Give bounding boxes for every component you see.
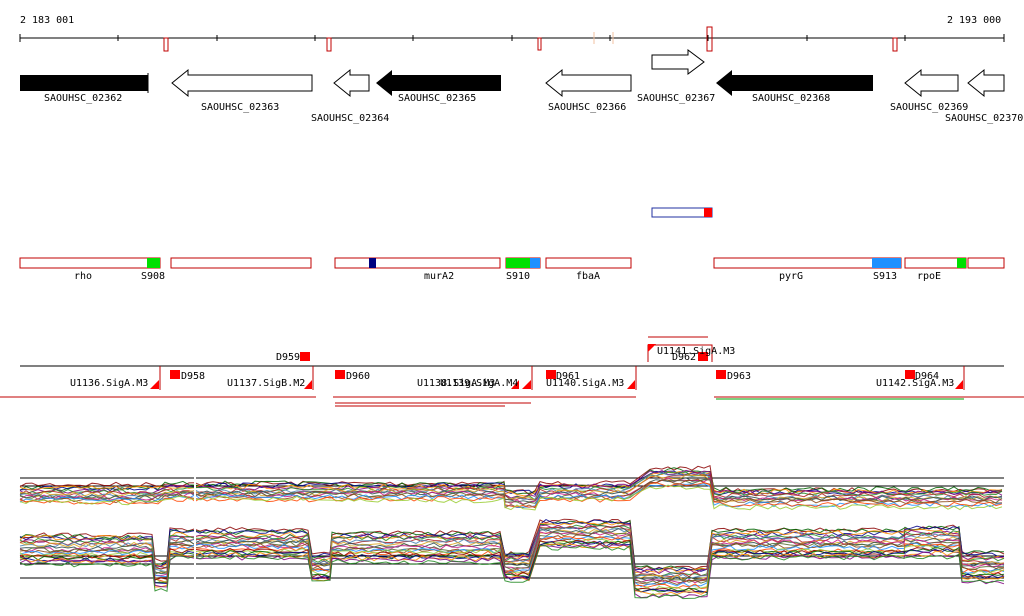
expression-profile-line	[19, 530, 1005, 585]
downshift-label: D958	[181, 371, 205, 382]
gene-label: SAOUHSC_02366	[548, 102, 626, 113]
expression-profile-line	[19, 469, 1003, 499]
unit-label: U1138.SigA.M3	[417, 378, 495, 389]
unit-label: U1136.SigA.M3	[70, 378, 148, 389]
unit-label: U1139.SigA.M4	[440, 378, 518, 389]
expression-profile-line	[19, 467, 1003, 495]
end-coordinate: 2 193 000	[947, 15, 1001, 26]
expression-profile-line	[19, 481, 1003, 508]
gene-arrow[interactable]: SAOUHSC_02370	[945, 68, 1023, 124]
operon-gene-label: fbaA	[576, 271, 600, 282]
operon-track: rho S908 murA2 S910 fbaA pyrG S913 rpoE	[19, 257, 1005, 282]
gene-label: SAOUHSC_02363	[201, 102, 279, 113]
unit-label: U1140.SigA.M3	[546, 378, 624, 389]
gene-arrow[interactable]: SAOUHSC_02367	[637, 49, 715, 104]
unit-label: U1142.SigA.M3	[876, 378, 954, 389]
gene-label: SAOUHSC_02368	[752, 93, 830, 104]
downshift-label: D960	[346, 371, 370, 382]
segment-label: S908	[141, 271, 165, 282]
downshift-label: D962	[672, 352, 696, 363]
gene-arrow[interactable]: SAOUHSC_02369	[890, 68, 968, 113]
gene-label: SAOUHSC_02369	[890, 102, 968, 113]
gene-label: SAOUHSC_02365	[398, 93, 476, 104]
operon-gene-label: murA2	[424, 271, 454, 282]
gene-arrow[interactable]: SAOUHSC_02363	[171, 68, 313, 113]
downshift-label: D959	[276, 352, 300, 363]
expression-profile-line	[19, 484, 1003, 511]
downshift-label: D964	[915, 371, 939, 382]
downshift-label: D961	[556, 371, 580, 382]
downshift-label: D963	[727, 371, 751, 382]
segment-label: S910	[506, 271, 530, 282]
transcription-unit-track: U1136.SigA.M3 U1137.SigB.M2 U1138.SigA.M…	[0, 336, 1024, 407]
gene-label: SAOUHSC_02367	[637, 93, 715, 104]
expression-profile-line	[19, 540, 1005, 594]
expression-profile-line	[19, 519, 1004, 574]
gene-arrow[interactable]: SAOUHSC_02365	[376, 70, 501, 104]
gene-arrow[interactable]: SAOUHSC_02362	[20, 73, 149, 104]
unit-label: U1141.SigA.M3	[657, 346, 735, 357]
start-coordinate: 2 183 001	[20, 15, 74, 26]
segment-label: S913	[873, 271, 897, 282]
gene-label: SAOUHSC_02364	[311, 113, 389, 124]
gene-track: SAOUHSC_02362 SAOUHSC_02363 SAOUHSC_0236…	[20, 49, 1023, 124]
operon-gene-label: rho	[74, 271, 92, 282]
operon-gene-label: pyrG	[779, 271, 803, 282]
gene-label: SAOUHSC_02370	[945, 113, 1023, 124]
unit-label: U1137.SigB.M2	[227, 378, 305, 389]
gene-arrow[interactable]: SAOUHSC_02364	[311, 68, 389, 124]
feature-marker[interactable]	[651, 207, 713, 218]
expression-profile-track	[19, 465, 1005, 600]
expression-profile-line	[19, 539, 1005, 593]
expression-profile-line	[19, 477, 1003, 503]
expression-profile-line	[19, 473, 1003, 501]
gene-arrow[interactable]: SAOUHSC_02366	[545, 68, 632, 113]
operon-gene-label: rpoE	[917, 271, 941, 282]
coordinate-axis: 2 183 001 2 193 000	[19, 15, 1005, 52]
expression-profile-line	[19, 528, 1005, 582]
gene-label: SAOUHSC_02362	[44, 93, 122, 104]
expression-profile-line	[19, 544, 1005, 600]
gene-arrow[interactable]: SAOUHSC_02368	[716, 70, 873, 104]
